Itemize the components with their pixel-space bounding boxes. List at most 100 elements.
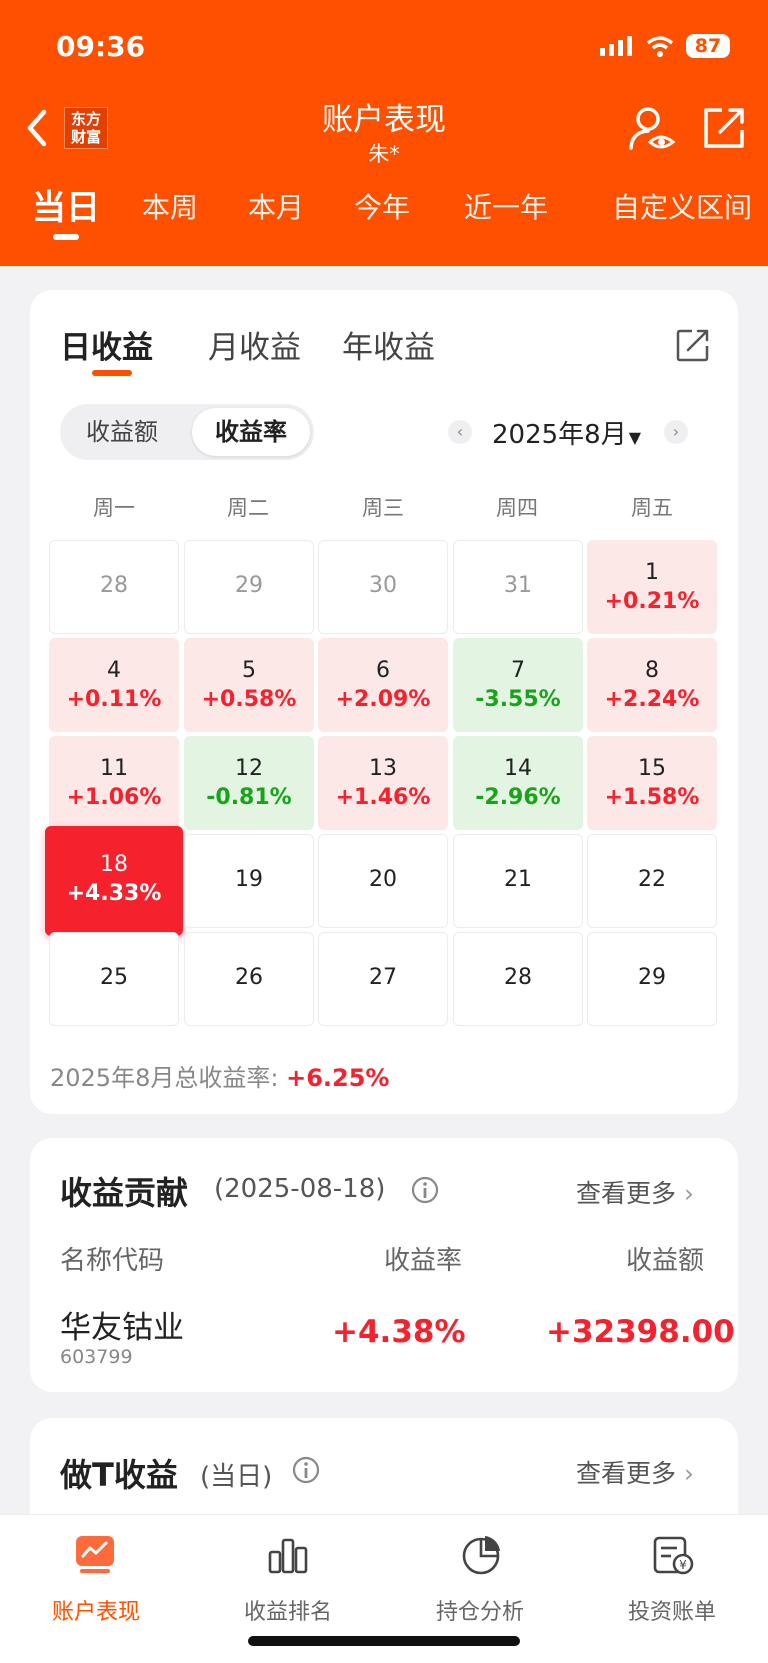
tab-today[interactable]: 当日 [32, 188, 100, 228]
chevron-right-icon: › [683, 1459, 694, 1488]
day-return: -2.96% [475, 785, 561, 810]
col-name-code: 名称代码 [60, 1246, 165, 1276]
calendar-day[interactable]: 29 [587, 932, 717, 1026]
calendar-day[interactable]: 19 [184, 834, 314, 928]
chevron-right-icon: › [683, 1179, 694, 1208]
day-number: 31 [504, 573, 532, 598]
day-number: 30 [369, 573, 397, 598]
calendar-day[interactable]: 22 [587, 834, 717, 928]
day-return: +1.46% [335, 785, 431, 810]
day-number: 20 [369, 867, 397, 892]
stock-name[interactable]: 华友钴业 [60, 1310, 184, 1346]
contribution-title: 收益贡献 [60, 1174, 189, 1212]
day-return: +1.06% [66, 785, 162, 810]
day-number: 25 [100, 965, 128, 990]
info-icon[interactable] [411, 1176, 439, 1204]
calendar-day[interactable]: 12 -0.81% [184, 736, 314, 830]
calendar-day[interactable]: 18 +4.33% [45, 826, 183, 936]
calendar-day[interactable]: 30 [318, 540, 448, 634]
day-number: 27 [369, 965, 397, 990]
info-icon[interactable] [292, 1456, 320, 1484]
calendar-day[interactable]: 25 [49, 932, 179, 1026]
month-total: 2025年8月总收益率: +6.25% [50, 1064, 390, 1092]
calendar-day[interactable]: 7 -3.55% [453, 638, 583, 732]
calendar-day[interactable]: 4 +0.11% [49, 638, 179, 732]
tab-indicator [53, 234, 79, 240]
tab-this-month[interactable]: 本月 [248, 191, 305, 224]
page-title: 账户表现 [322, 102, 446, 138]
day-number: 1 [645, 560, 659, 585]
bill-icon: ¥ [653, 1536, 694, 1575]
privacy-eye-icon[interactable] [628, 106, 676, 152]
day-return: +2.09% [335, 687, 431, 712]
calendar-day[interactable]: 26 [184, 932, 314, 1026]
pie-chart-icon [462, 1536, 500, 1575]
calendar-day[interactable]: 28 [453, 932, 583, 1026]
next-month-button[interactable]: › [664, 420, 688, 444]
day-number: 6 [376, 658, 390, 683]
weekday-label: 周三 [362, 496, 404, 520]
home-indicator [248, 1636, 520, 1646]
calendar-day[interactable]: 15 +1.58% [587, 736, 717, 830]
day-number: 15 [638, 756, 666, 781]
export-icon[interactable] [676, 328, 710, 362]
tab-daily-profit[interactable]: 日收益 [60, 330, 153, 366]
t-profit-title: 做T收益 [60, 1456, 178, 1494]
weekday-label: 周四 [496, 496, 538, 520]
prev-month-button[interactable]: ‹ [448, 420, 472, 444]
status-icons: 87 [600, 34, 730, 58]
day-return: +0.11% [66, 687, 162, 712]
calendar-day[interactable]: 6 +2.09% [318, 638, 448, 732]
tab-last-year[interactable]: 近一年 [464, 191, 549, 224]
day-number: 7 [511, 658, 525, 683]
calendar-day[interactable]: 31 [453, 540, 583, 634]
day-return: +0.58% [201, 687, 297, 712]
day-return: +1.58% [604, 785, 700, 810]
calendar-day[interactable]: 8 +2.24% [587, 638, 717, 732]
calendar-day[interactable]: 1 +0.21% [587, 540, 717, 634]
tab-this-week[interactable]: 本周 [142, 191, 199, 224]
day-number: 26 [235, 965, 263, 990]
calendar-day[interactable]: 5 +0.58% [184, 638, 314, 732]
day-number: 28 [504, 965, 532, 990]
toggle-amount[interactable]: 收益额 [86, 418, 158, 446]
calendar-day[interactable]: 14 -2.96% [453, 736, 583, 830]
month-total-value: +6.25% [286, 1064, 390, 1092]
stock-amount: +32398.00 [546, 1314, 735, 1350]
day-number: 4 [107, 658, 121, 683]
calendar-day[interactable]: 28 [49, 540, 179, 634]
dropdown-icon: ▼ [628, 428, 642, 447]
day-number: 18 [100, 852, 128, 877]
day-number: 19 [235, 867, 263, 892]
back-icon[interactable] [24, 108, 50, 148]
tab-this-year[interactable]: 今年 [354, 191, 411, 224]
tab-custom-range[interactable]: 自定义区间 [612, 191, 753, 224]
calendar-day[interactable]: 21 [453, 834, 583, 928]
contribution-more-link[interactable]: 查看更多 › [576, 1179, 694, 1208]
stock-rate: +4.38% [332, 1314, 466, 1350]
calendar-day[interactable]: 13 +1.46% [318, 736, 448, 830]
day-number: 13 [369, 756, 397, 781]
day-number: 5 [242, 658, 256, 683]
tab-yearly-profit[interactable]: 年收益 [342, 330, 435, 366]
stock-code: 603799 [60, 1346, 133, 1368]
col-rate: 收益率 [384, 1246, 463, 1276]
status-time: 09:36 [56, 30, 146, 63]
calendar-day[interactable]: 20 [318, 834, 448, 928]
day-number: 22 [638, 867, 666, 892]
t-profit-more-link[interactable]: 查看更多 › [576, 1459, 694, 1488]
tab-monthly-profit[interactable]: 月收益 [208, 330, 301, 366]
calendar-day[interactable]: 27 [318, 932, 448, 1026]
day-return: -0.81% [206, 785, 292, 810]
day-number: 29 [235, 573, 263, 598]
contribution-date: (2025-08-18) [214, 1174, 386, 1204]
day-return: -3.55% [475, 687, 561, 712]
toggle-rate[interactable]: 收益率 [192, 408, 310, 456]
wifi-icon [646, 36, 674, 57]
calendar-day[interactable]: 11 +1.06% [49, 736, 179, 830]
day-return: +0.21% [604, 589, 700, 614]
calendar-day[interactable]: 29 [184, 540, 314, 634]
month-selector[interactable]: 2025年8月 ▼ [492, 420, 642, 450]
share-icon[interactable] [702, 106, 746, 150]
day-number: 28 [100, 573, 128, 598]
